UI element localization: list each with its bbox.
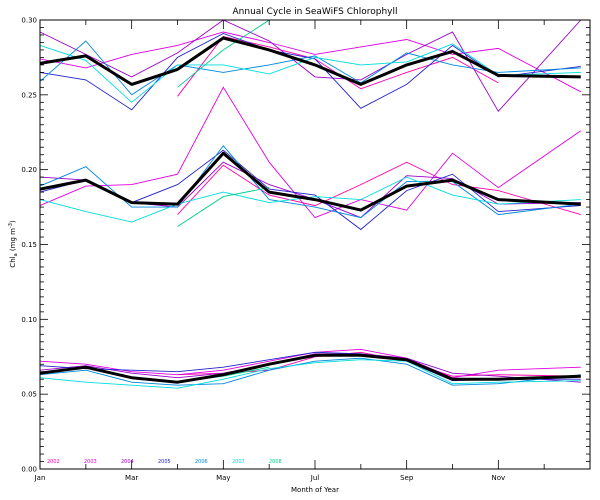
- legend-entry-2004: 2004: [121, 459, 134, 465]
- y-tick-label: 0.20: [21, 166, 37, 174]
- chart-title: Annual Cycle in SeaWiFS Chlorophyll: [233, 7, 398, 17]
- x-tick-label: Nov: [491, 474, 505, 482]
- y-tick-label: 0.25: [21, 91, 37, 99]
- legend-entry-2008: 2008: [269, 459, 282, 465]
- x-tick-label: Sep: [400, 474, 414, 482]
- x-tick-label: Jul: [310, 474, 320, 482]
- series-line-2007-group-2: [39, 176, 581, 223]
- y-axis-label: Chla (mg m-3): [8, 220, 19, 268]
- series-line-2007-group-3: [39, 359, 581, 389]
- x-tick-label: Mar: [125, 474, 138, 482]
- legend: 2002 2003 2004 2005 2006 2007 2008: [47, 459, 282, 465]
- series-line-2007-group-1: [39, 43, 581, 103]
- legend-entry-2005: 2005: [158, 459, 171, 465]
- legend-entry-2003: 2003: [84, 459, 97, 465]
- series-line-2003-group-3: [39, 348, 581, 379]
- mean-line-group-3: [39, 353, 581, 384]
- y-tick-label: 0.10: [21, 316, 37, 324]
- mean-line-group-2: [39, 151, 581, 212]
- y-tick-label: 0.30: [21, 17, 37, 25]
- legend-entry-2002: 2002: [47, 459, 60, 465]
- legend-entry-2007: 2007: [232, 459, 245, 465]
- series-line-2008-group-2: [177, 187, 270, 227]
- legend-entry-2006: 2006: [195, 459, 208, 465]
- axes: 0.00 0.05 0.10 0.15 0.20 0.25 0.30 Jan Mar May Jul…: [21, 17, 591, 482]
- mean-line-group-1: [39, 36, 581, 86]
- y-tick-label: 0.05: [21, 391, 37, 399]
- y-tick-label: 0.00: [21, 466, 37, 474]
- x-tick-label: Jan: [34, 474, 46, 482]
- x-tick-label: May: [216, 474, 230, 482]
- series-line-2005-group-1: [39, 33, 581, 111]
- series-line-2002-group-2: [177, 161, 581, 216]
- series-line-2003-group-2: [39, 86, 582, 219]
- x-axis-label: Month of Year: [291, 486, 339, 494]
- series-line-2006-group-1: [39, 40, 581, 96]
- plot-lines: [39, 19, 582, 389]
- series-line-2003-group-1: [39, 31, 582, 93]
- y-tick-label: 0.15: [21, 241, 37, 249]
- series-line-2008-group-1: [177, 19, 270, 88]
